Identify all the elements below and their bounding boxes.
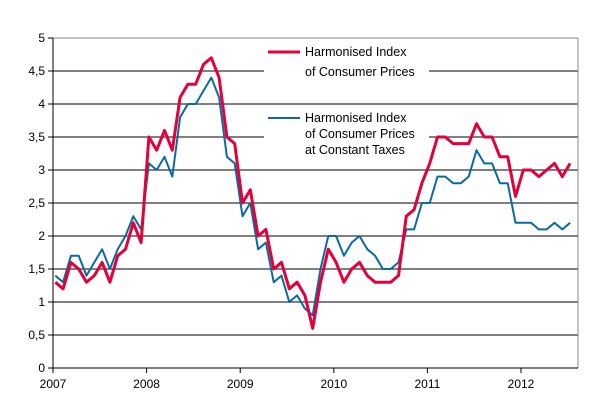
legend-label: of Consumer Prices: [305, 65, 415, 79]
y-tick-label: 4,5: [28, 64, 45, 78]
legend-label: Harmonised Index: [305, 45, 407, 59]
y-tick-label: 2,5: [28, 196, 45, 210]
y-tick-label: 3,5: [28, 130, 45, 144]
series-line-hicp: [54, 56, 572, 330]
x-tick-label: 2009: [227, 377, 254, 391]
y-tick-label: 5: [38, 31, 45, 45]
legend-background: [264, 40, 429, 78]
gridlines: [53, 37, 578, 336]
y-tick-label: 3: [38, 163, 45, 177]
y-tick-label: 0,5: [28, 328, 45, 342]
axes: 0 0,5 1 1,5 2 2,5 3 3,5 4 4,5 5 2007 2008 2009 2010 201…: [28, 31, 579, 391]
x-tick-label: 2012: [508, 377, 535, 391]
y-tick-label: 2: [38, 229, 45, 243]
y-tick-label: 4: [38, 97, 45, 111]
y-tick-label: 1,5: [28, 262, 45, 276]
x-tick-label: 2008: [133, 377, 160, 391]
series-lines: [54, 56, 572, 330]
x-tick-label: 2011: [414, 377, 440, 391]
legend-label: Harmonised Index: [305, 111, 407, 125]
x-tick-label: 2007: [40, 377, 67, 391]
y-tick-label: 0: [38, 361, 45, 375]
y-tick-label: 1: [38, 295, 45, 309]
legend: Harmonised Index of Consumer Prices Harmon…: [264, 40, 429, 160]
x-tick-label: 2010: [320, 377, 347, 391]
legend-background: [264, 106, 429, 160]
legend-label: of Consumer Prices: [305, 127, 415, 141]
legend-label: at Constant Taxes: [305, 143, 405, 157]
